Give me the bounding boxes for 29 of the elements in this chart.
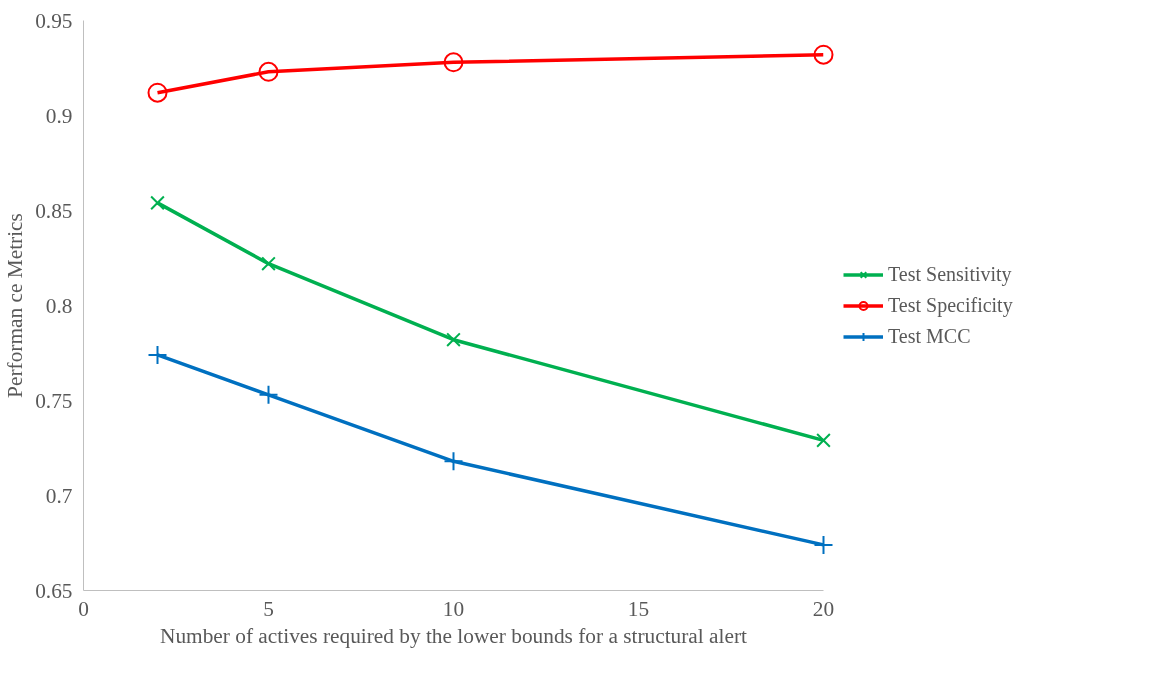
y-tick-label: 0.7 (45, 483, 73, 508)
point (813, 44, 834, 65)
point (813, 534, 834, 555)
y-axis-title: Performan ce Metrics (3, 213, 28, 398)
point (147, 344, 168, 365)
y-tick-label: 0.95 (35, 8, 73, 33)
y-tick-label: 0.75 (35, 388, 73, 413)
x-tick-label: 15 (627, 596, 650, 621)
legend-label: Test MCC (888, 324, 972, 348)
x-tick-label: 20 (812, 596, 835, 621)
point (443, 52, 464, 73)
y-tick-label: 0.8 (45, 293, 73, 318)
x-tick-label: 5 (263, 596, 274, 621)
point (261, 256, 276, 272)
legend-label: Test Specificity (888, 293, 1014, 317)
legend-label: Test Sensitivity (888, 262, 1013, 286)
y-tick-label: 0.65 (35, 578, 73, 603)
point (150, 195, 165, 211)
point (443, 451, 464, 472)
x-tick-label: 10 (442, 596, 465, 621)
point (258, 61, 279, 82)
y-tick-label: 0.85 (35, 198, 73, 223)
point (446, 332, 461, 348)
point (258, 384, 279, 405)
y-tick-label: 0.9 (45, 103, 73, 128)
x-axis-title: Number of actives required by the lower bounds for a structural alert (160, 623, 748, 648)
point (816, 433, 831, 448)
x-tick-label: 0 (78, 596, 89, 621)
point (147, 82, 168, 103)
